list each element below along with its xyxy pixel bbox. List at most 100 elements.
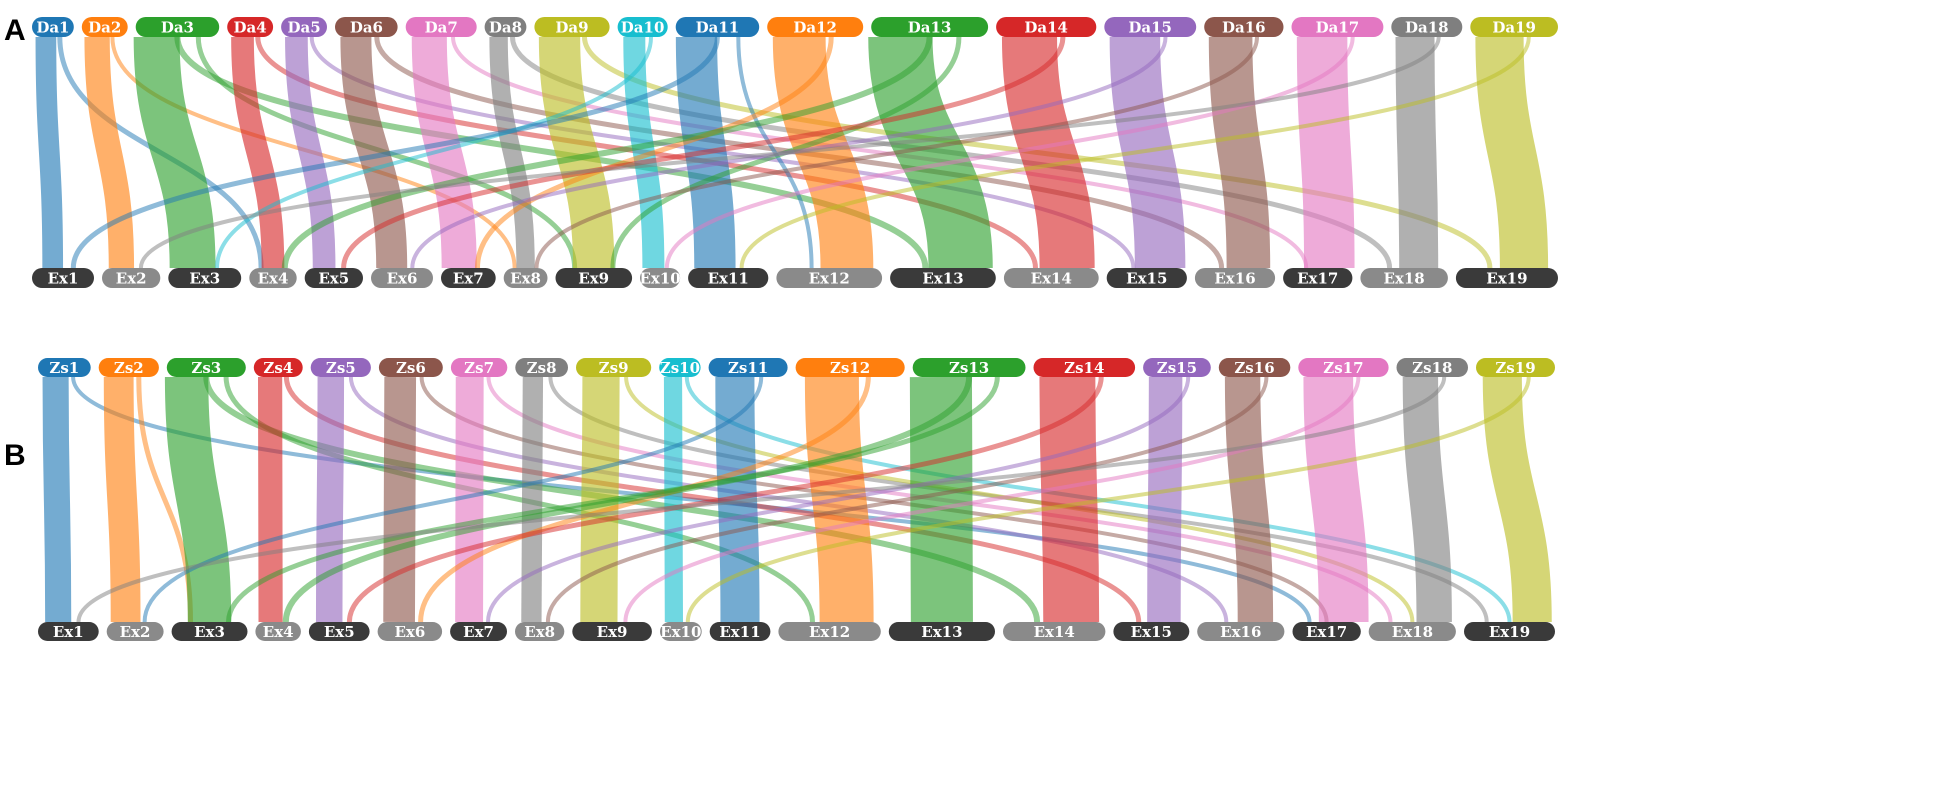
chromosome-bar-ex12 [776,268,883,288]
chromosome-label-ex6: Ex6 [394,623,425,641]
chromosome-label-da5: Da5 [288,19,321,37]
chromosome-bar-ex13 [890,268,996,288]
chromosome-da12: Da12 [767,17,864,37]
chromosome-label-ex15: Ex15 [1126,270,1167,288]
chromosome-label-ex4: Ex4 [263,623,294,641]
chromosome-bar-ex5 [304,268,363,288]
chromosome-da11: Da11 [675,17,760,37]
chromosome-bar-ex18 [1368,622,1456,641]
chromosome-bar-ex15 [1113,622,1190,641]
chromosome-label-ex5: Ex5 [318,270,349,288]
ribbon-da13-to-ex4 [281,36,933,269]
chromosome-ex8: Ex8 [515,622,565,641]
chromosome-label-da10: Da10 [621,19,665,37]
ribbon-zs6-to-ex6 [383,376,417,623]
chromosome-zs5: Zs5 [310,358,371,377]
chromosome-bar-zs11 [708,358,788,377]
ribbon-zs3-to-ex3 [164,376,232,623]
chromosome-bar-zs17 [1298,358,1389,377]
chromosome-da5: Da5 [281,17,327,37]
ribbon-zs16-to-ex8 [545,376,1269,623]
chromosome-bar-ex8 [503,268,548,288]
chromosome-label-da15: Da15 [1128,19,1172,37]
chromosome-zs14: Zs14 [1033,358,1136,377]
chromosome-bar-zs7 [450,358,508,377]
chromosome-zs12: Zs12 [795,358,905,377]
chromosome-da14: Da14 [996,17,1097,37]
ribbon-zs16-to-ex16 [1224,376,1274,623]
chromosome-bar-ex17 [1292,622,1361,641]
chromosome-label-zs18: Zs18 [1412,359,1452,377]
chromosome-ex16: Ex16 [1197,622,1285,641]
chromosome-bar-da17 [1291,17,1384,37]
chromosome-da17: Da17 [1291,17,1384,37]
chromosome-label-da9: Da9 [555,19,588,37]
ribbon-da17-to-ex10 [664,36,1355,269]
chromosome-da9: Da9 [534,17,610,37]
chromosome-ex13: Ex13 [890,268,996,288]
chromosome-zs1: Zs1 [38,358,91,377]
chromosome-bar-ex15 [1106,268,1187,288]
ribbon-da19-to-ex11 [739,36,1531,269]
ribbon-da14-to-ex5 [341,36,1066,269]
chromosome-ex14: Ex14 [1003,622,1106,641]
ribbon-da8-to-ex8 [489,36,535,269]
chromosome-da2: Da2 [81,17,128,37]
chromosome-label-ex6: Ex6 [387,270,418,288]
chromosome-bar-ex7 [441,268,496,288]
chromosome-bar-ex19 [1464,622,1555,641]
chromosome-ex4: Ex4 [255,622,301,641]
chromosome-bar-zs3 [166,358,246,377]
chromosome-bar-ex11 [688,268,769,288]
chromosome-label-ex3: Ex3 [189,270,220,288]
chromosome-bar-da6 [335,17,398,37]
chromosome-label-ex9: Ex9 [597,623,628,641]
chromosome-ex18: Ex18 [1368,622,1456,641]
chromosome-zs15: Zs15 [1143,358,1211,377]
chromosome-label-ex2: Ex2 [116,270,147,288]
chromosome-label-zs14: Zs14 [1064,359,1104,377]
chromosome-zs17: Zs17 [1298,358,1389,377]
chromosome-label-da11: Da11 [696,19,740,37]
ribbon-da18-to-ex18 [1395,36,1439,269]
chromosome-label-ex16: Ex16 [1220,623,1261,641]
chromosome-ex18: Ex18 [1360,268,1448,288]
chromosome-label-da19: Da19 [1492,19,1536,37]
chromosome-ex3: Ex3 [168,268,242,288]
chromosome-zs19: Zs19 [1476,358,1555,377]
chromosome-zs6: Zs6 [378,358,443,377]
chromosome-label-da4: Da4 [234,19,267,37]
chromosome-label-ex12: Ex12 [809,623,850,641]
chromosome-label-zs13: Zs13 [949,359,989,377]
panel-b-ribbons [42,376,1552,623]
chromosome-label-ex8: Ex8 [510,270,541,288]
ribbon-da11-to-ex1 [70,36,720,269]
chromosome-bar-ex14 [1003,622,1106,641]
chromosome-bar-ex4 [255,622,301,641]
chromosome-ex7: Ex7 [450,622,507,641]
chromosome-ex5: Ex5 [308,622,370,641]
chromosome-zs16: Zs16 [1218,358,1291,377]
chromosome-ex5: Ex5 [304,268,363,288]
chromosome-ex9: Ex9 [572,622,652,641]
ribbon-zs11-to-ex2 [142,376,764,623]
chromosome-bar-zs13 [912,358,1026,377]
chromosome-da1: Da1 [32,17,74,37]
chromosome-ex9: Ex9 [555,268,633,288]
chromosome-ex2: Ex2 [102,268,161,288]
chromosome-da18: Da18 [1391,17,1463,37]
chromosome-bar-ex18 [1360,268,1448,288]
chromosome-label-ex14: Ex14 [1034,623,1075,641]
ribbon-zs15-to-ex15 [1147,376,1183,623]
ribbon-da9-to-ex9 [538,36,615,269]
ribbon-da1-to-ex1 [35,36,64,269]
ribbon-zs19-to-ex10 [685,376,1531,623]
ribbon-da16-to-ex8 [534,36,1259,269]
panel-a-letter: A [4,14,26,47]
chromosome-label-ex7: Ex7 [453,270,484,288]
chromosome-label-ex18: Ex18 [1383,270,1424,288]
chromosome-label-da2: Da2 [88,19,121,37]
chromosome-bar-ex7 [450,622,507,641]
chromosome-bar-da7 [405,17,477,37]
chromosome-da13: Da13 [871,17,989,37]
